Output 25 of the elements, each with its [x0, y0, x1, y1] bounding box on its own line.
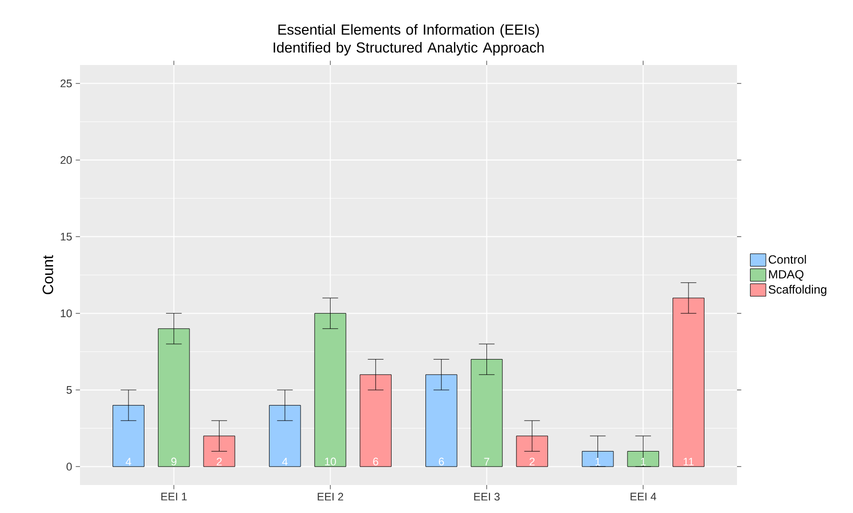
- data-label: 2: [216, 458, 222, 466]
- y-tick-label: 10: [60, 309, 72, 318]
- data-label: 6: [373, 458, 378, 466]
- data-label: 11: [684, 458, 694, 466]
- y-tick-label: 20: [60, 156, 72, 164]
- data-label: 9: [171, 458, 176, 466]
- x-tick-label: EEI 2: [318, 492, 344, 500]
- legend-label: Control: [768, 254, 806, 264]
- y-tick-label: 0: [66, 462, 72, 470]
- chart-title: Essential Elements of Information (EEIs) Identified by Structured Analytic Approach: [274, 24, 544, 56]
- data-label: 6: [438, 458, 444, 466]
- data-label: 7: [484, 458, 490, 466]
- data-label: 4: [126, 458, 132, 466]
- data-label: 4: [282, 458, 288, 466]
- legend-label: Scaffolding: [768, 284, 826, 296]
- x-tick-label: EEI 1: [161, 492, 187, 500]
- x-tick-label: EEI 4: [630, 492, 656, 500]
- y-tick-label: 15: [60, 232, 72, 240]
- y-tick-label: 25: [60, 80, 72, 88]
- y-axis-title: Count: [42, 255, 54, 294]
- data-label: 2: [530, 458, 535, 466]
- legend-label: MDAQ: [769, 270, 804, 281]
- y-tick-label: 5: [66, 386, 72, 394]
- x-tick-label: EEI 3: [474, 492, 500, 501]
- data-label: 10: [325, 458, 336, 466]
